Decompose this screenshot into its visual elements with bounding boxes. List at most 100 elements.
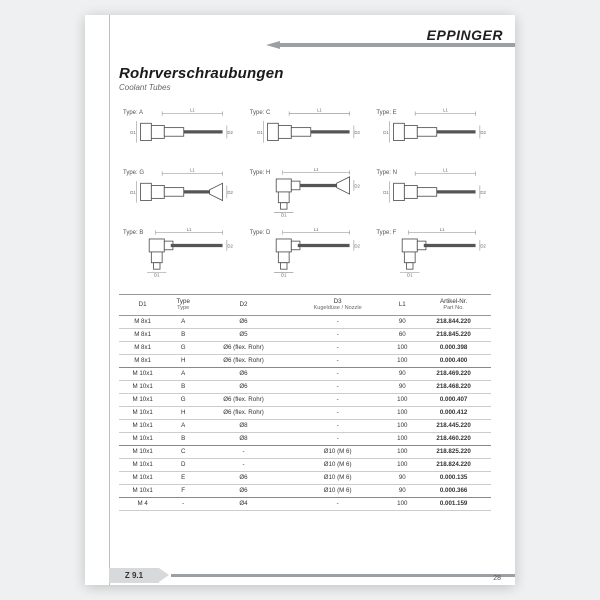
cell-part: 0.001.159 — [416, 497, 491, 510]
diagram-typen: Type: N L1 D1 D2 — [372, 166, 491, 220]
cell-l1: 90 — [388, 380, 416, 393]
header-bar — [280, 43, 515, 47]
svg-text:L1: L1 — [313, 167, 318, 172]
cell-type: B — [166, 380, 200, 393]
cell-l1: 90 — [388, 471, 416, 484]
svg-text:D1: D1 — [130, 130, 136, 135]
table-row: M 10x1EØ6Ø10 (M 6)900.000.135 — [119, 471, 491, 484]
cell-l1: 90 — [388, 484, 416, 497]
cell-type: A — [166, 367, 200, 380]
cell-d1: M 10x1 — [119, 419, 166, 432]
cell-d1: M 10x1 — [119, 393, 166, 406]
page-footer: Z 9.1 28 — [85, 565, 515, 585]
cell-d3: Ø10 (M 6) — [287, 484, 389, 497]
cell-type: B — [166, 432, 200, 445]
svg-text:L1: L1 — [443, 167, 448, 172]
cell-part: 218.825.220 — [416, 445, 491, 458]
svg-text:L1: L1 — [190, 167, 195, 172]
cell-l1: 100 — [388, 497, 416, 510]
cell-l1: 100 — [388, 445, 416, 458]
cell-type: E — [166, 471, 200, 484]
cell-d3: - — [287, 380, 389, 393]
cell-part: 0.000.366 — [416, 484, 491, 497]
cell-d1: M 8x1 — [119, 354, 166, 367]
page-title: Rohrverschraubungen — [119, 65, 491, 82]
diagram-typeb: Type: B L1 D2 D1 — [119, 226, 238, 280]
col-header: Artikel-Nr.Part No. — [416, 295, 491, 316]
cell-l1: 100 — [388, 419, 416, 432]
cell-d2: Ø6 — [200, 471, 287, 484]
cell-d3: - — [287, 393, 389, 406]
cell-d2: - — [200, 458, 287, 471]
cell-l1: 60 — [388, 328, 416, 341]
table-row: M 8x1AØ6-90218.844.220 — [119, 315, 491, 328]
cell-d1: M 10x1 — [119, 432, 166, 445]
table-row: M 10x1C-Ø10 (M 6)100218.825.220 — [119, 445, 491, 458]
svg-text:L1: L1 — [313, 227, 318, 232]
table-row: M 10x1D-Ø10 (M 6)100218.824.220 — [119, 458, 491, 471]
page-number: 28 — [493, 575, 501, 582]
cell-part: 218.460.220 — [416, 432, 491, 445]
cell-l1: 90 — [388, 367, 416, 380]
svg-text:D1: D1 — [281, 213, 287, 218]
diagram-typea: Type: A L1 D1 D2 — [119, 106, 238, 160]
table-body: M 8x1AØ6-90218.844.220M 8x1BØ5-60218.845… — [119, 315, 491, 510]
col-header: D3Kugeldüse / Nozzle — [287, 295, 389, 316]
title-block: Rohrverschraubungen Coolant Tubes — [119, 65, 491, 92]
catalog-page: EPPINGER Rohrverschraubungen Coolant Tub… — [85, 15, 515, 585]
cell-d2: Ø6 (flex. Rohr) — [200, 393, 287, 406]
col-header: D2 — [200, 295, 287, 316]
svg-text:D2: D2 — [354, 130, 360, 135]
cell-part: 218.844.220 — [416, 315, 491, 328]
cell-d2: Ø6 — [200, 315, 287, 328]
table-row: M 8x1GØ6 (flex. Rohr)-1000.000.398 — [119, 341, 491, 354]
cell-d2: Ø6 — [200, 484, 287, 497]
cell-d2: Ø6 — [200, 367, 287, 380]
svg-text:D1: D1 — [257, 130, 263, 135]
cell-d2: Ø5 — [200, 328, 287, 341]
cell-d3: Ø10 (M 6) — [287, 458, 389, 471]
cell-d1: M 10x1 — [119, 380, 166, 393]
svg-text:L1: L1 — [187, 227, 192, 232]
svg-text:D2: D2 — [481, 244, 487, 249]
cell-type: G — [166, 393, 200, 406]
svg-text:L1: L1 — [443, 107, 448, 112]
cell-d1: M 4 — [119, 497, 166, 510]
cell-l1: 100 — [388, 458, 416, 471]
diagram-typeh: Type: H L1 D2 D1 — [246, 166, 365, 220]
svg-text:D1: D1 — [407, 273, 413, 278]
cell-part: 0.000.407 — [416, 393, 491, 406]
cell-l1: 100 — [388, 354, 416, 367]
diagram-grid: Type: A L1 D1 D2 Type: C L1 D1 D2 Type: … — [119, 106, 491, 280]
svg-text:D2: D2 — [354, 184, 360, 189]
cell-part: 218.445.220 — [416, 419, 491, 432]
cell-d3: Ø10 (M 6) — [287, 445, 389, 458]
cell-d1: M 10x1 — [119, 445, 166, 458]
diagram-typec: Type: C L1 D1 D2 — [246, 106, 365, 160]
cell-l1: 90 — [388, 315, 416, 328]
cell-d2: Ø6 (flex. Rohr) — [200, 341, 287, 354]
svg-text:D1: D1 — [384, 190, 390, 195]
cell-d3: - — [287, 354, 389, 367]
cell-type: A — [166, 315, 200, 328]
cell-l1: 100 — [388, 341, 416, 354]
cell-part: 218.845.220 — [416, 328, 491, 341]
page-subtitle: Coolant Tubes — [119, 83, 491, 92]
cell-d1: M 8x1 — [119, 328, 166, 341]
cell-d1: M 10x1 — [119, 484, 166, 497]
footer-bar — [171, 574, 515, 577]
cell-l1: 100 — [388, 393, 416, 406]
cell-type: F — [166, 484, 200, 497]
section-tab: Z 9.1 — [109, 568, 159, 583]
cell-type: D — [166, 458, 200, 471]
cell-part: 0.000.412 — [416, 406, 491, 419]
cell-d3: - — [287, 328, 389, 341]
svg-text:D2: D2 — [227, 130, 233, 135]
cell-d3: - — [287, 406, 389, 419]
table-row: M 8x1BØ5-60218.845.220 — [119, 328, 491, 341]
svg-text:D2: D2 — [227, 244, 233, 249]
cell-d3: Ø10 (M 6) — [287, 471, 389, 484]
svg-text:D1: D1 — [281, 273, 287, 278]
table-row: M 10x1BØ6-90218.468.220 — [119, 380, 491, 393]
cell-part: 0.000.135 — [416, 471, 491, 484]
